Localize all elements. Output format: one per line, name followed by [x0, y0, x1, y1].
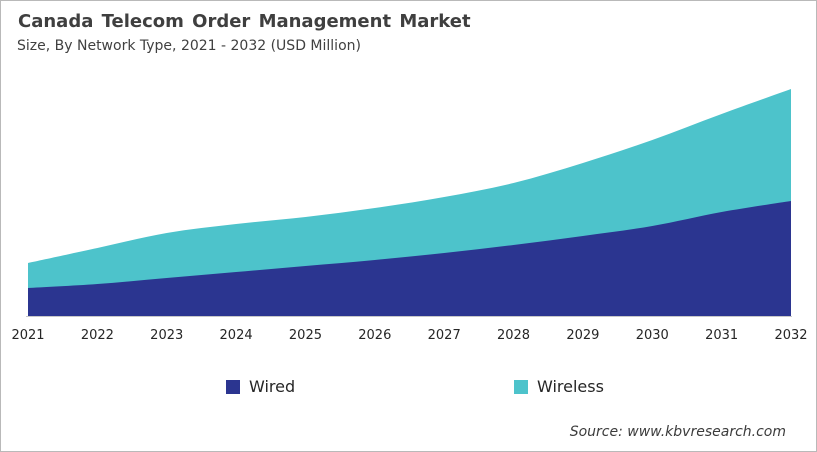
- x-axis-label: 2030: [635, 328, 669, 343]
- chart-title: Canada Telecom Order Management Market: [18, 11, 471, 32]
- x-axis-label: 2021: [11, 328, 45, 343]
- x-axis-label: 2032: [774, 328, 808, 343]
- x-axis-label: 2027: [427, 328, 461, 343]
- legend-item-wireless: Wireless: [514, 378, 604, 396]
- wired-swatch-icon: [226, 380, 240, 394]
- wireless-swatch-icon: [514, 380, 528, 394]
- chart-subtitle: Size, By Network Type, 2021 - 2032 (USD …: [17, 38, 361, 54]
- legend-label-wired: Wired: [249, 377, 296, 396]
- wired-area: [28, 201, 791, 316]
- x-axis-label: 2031: [705, 328, 739, 343]
- x-axis-label: 2022: [80, 328, 114, 343]
- x-axis-label: 2023: [150, 328, 184, 343]
- legend-item-wired: Wired: [226, 378, 295, 396]
- x-axis-line: [26, 316, 792, 317]
- wireless-area: [28, 89, 791, 316]
- legend-label-wireless: Wireless: [537, 377, 604, 396]
- x-axis-label: 2025: [288, 328, 322, 343]
- x-axis-label: 2028: [496, 328, 531, 343]
- source-credit: Source: www.kbvresearch.com: [569, 424, 786, 440]
- x-axis-label: 2024: [219, 328, 253, 343]
- x-axis-label: 2026: [358, 328, 392, 343]
- x-axis-label: 2029: [566, 328, 600, 343]
